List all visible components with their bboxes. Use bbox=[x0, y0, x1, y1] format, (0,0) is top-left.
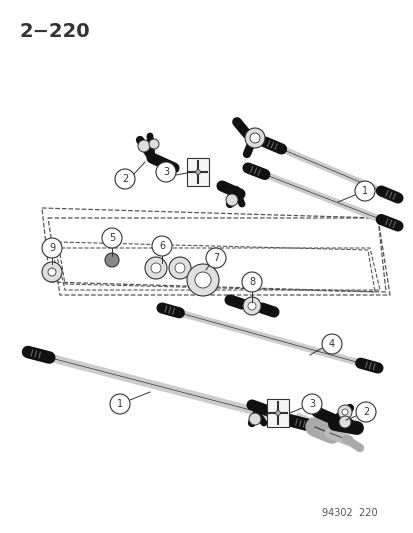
Circle shape bbox=[225, 194, 237, 206]
Circle shape bbox=[242, 272, 261, 292]
Circle shape bbox=[42, 262, 62, 282]
Circle shape bbox=[321, 334, 341, 354]
FancyBboxPatch shape bbox=[266, 399, 288, 427]
Circle shape bbox=[275, 410, 280, 415]
Circle shape bbox=[102, 228, 122, 248]
Text: 1: 1 bbox=[116, 399, 123, 409]
Circle shape bbox=[156, 162, 176, 182]
Circle shape bbox=[138, 140, 150, 152]
Circle shape bbox=[145, 257, 166, 279]
Circle shape bbox=[244, 128, 264, 148]
Circle shape bbox=[195, 169, 200, 174]
Text: 3: 3 bbox=[308, 399, 314, 409]
Circle shape bbox=[187, 264, 218, 296]
Text: 4: 4 bbox=[328, 339, 334, 349]
Circle shape bbox=[355, 402, 375, 422]
Circle shape bbox=[195, 272, 211, 288]
Text: 7: 7 bbox=[212, 253, 218, 263]
Circle shape bbox=[338, 416, 350, 428]
Circle shape bbox=[341, 409, 347, 415]
Text: 1: 1 bbox=[361, 186, 367, 196]
Circle shape bbox=[115, 169, 135, 189]
Text: 9: 9 bbox=[49, 243, 55, 253]
Circle shape bbox=[48, 268, 56, 276]
Circle shape bbox=[105, 253, 119, 267]
Circle shape bbox=[206, 248, 225, 268]
Text: 2−220: 2−220 bbox=[20, 22, 90, 41]
Circle shape bbox=[175, 263, 185, 273]
Text: 2: 2 bbox=[362, 407, 368, 417]
Circle shape bbox=[110, 394, 130, 414]
Text: 3: 3 bbox=[163, 167, 169, 177]
Circle shape bbox=[247, 302, 255, 310]
Text: 2: 2 bbox=[121, 174, 128, 184]
Circle shape bbox=[248, 413, 260, 425]
Text: 8: 8 bbox=[248, 277, 254, 287]
Circle shape bbox=[337, 405, 351, 419]
Circle shape bbox=[152, 236, 171, 256]
Circle shape bbox=[242, 297, 260, 315]
FancyBboxPatch shape bbox=[187, 158, 209, 186]
Circle shape bbox=[149, 139, 159, 149]
Text: 6: 6 bbox=[159, 241, 165, 251]
Text: 5: 5 bbox=[109, 233, 115, 243]
Circle shape bbox=[151, 263, 161, 273]
Circle shape bbox=[249, 133, 259, 143]
Circle shape bbox=[354, 181, 374, 201]
Circle shape bbox=[42, 238, 62, 258]
Circle shape bbox=[301, 394, 321, 414]
Circle shape bbox=[169, 257, 190, 279]
Text: 94302  220: 94302 220 bbox=[321, 508, 377, 518]
